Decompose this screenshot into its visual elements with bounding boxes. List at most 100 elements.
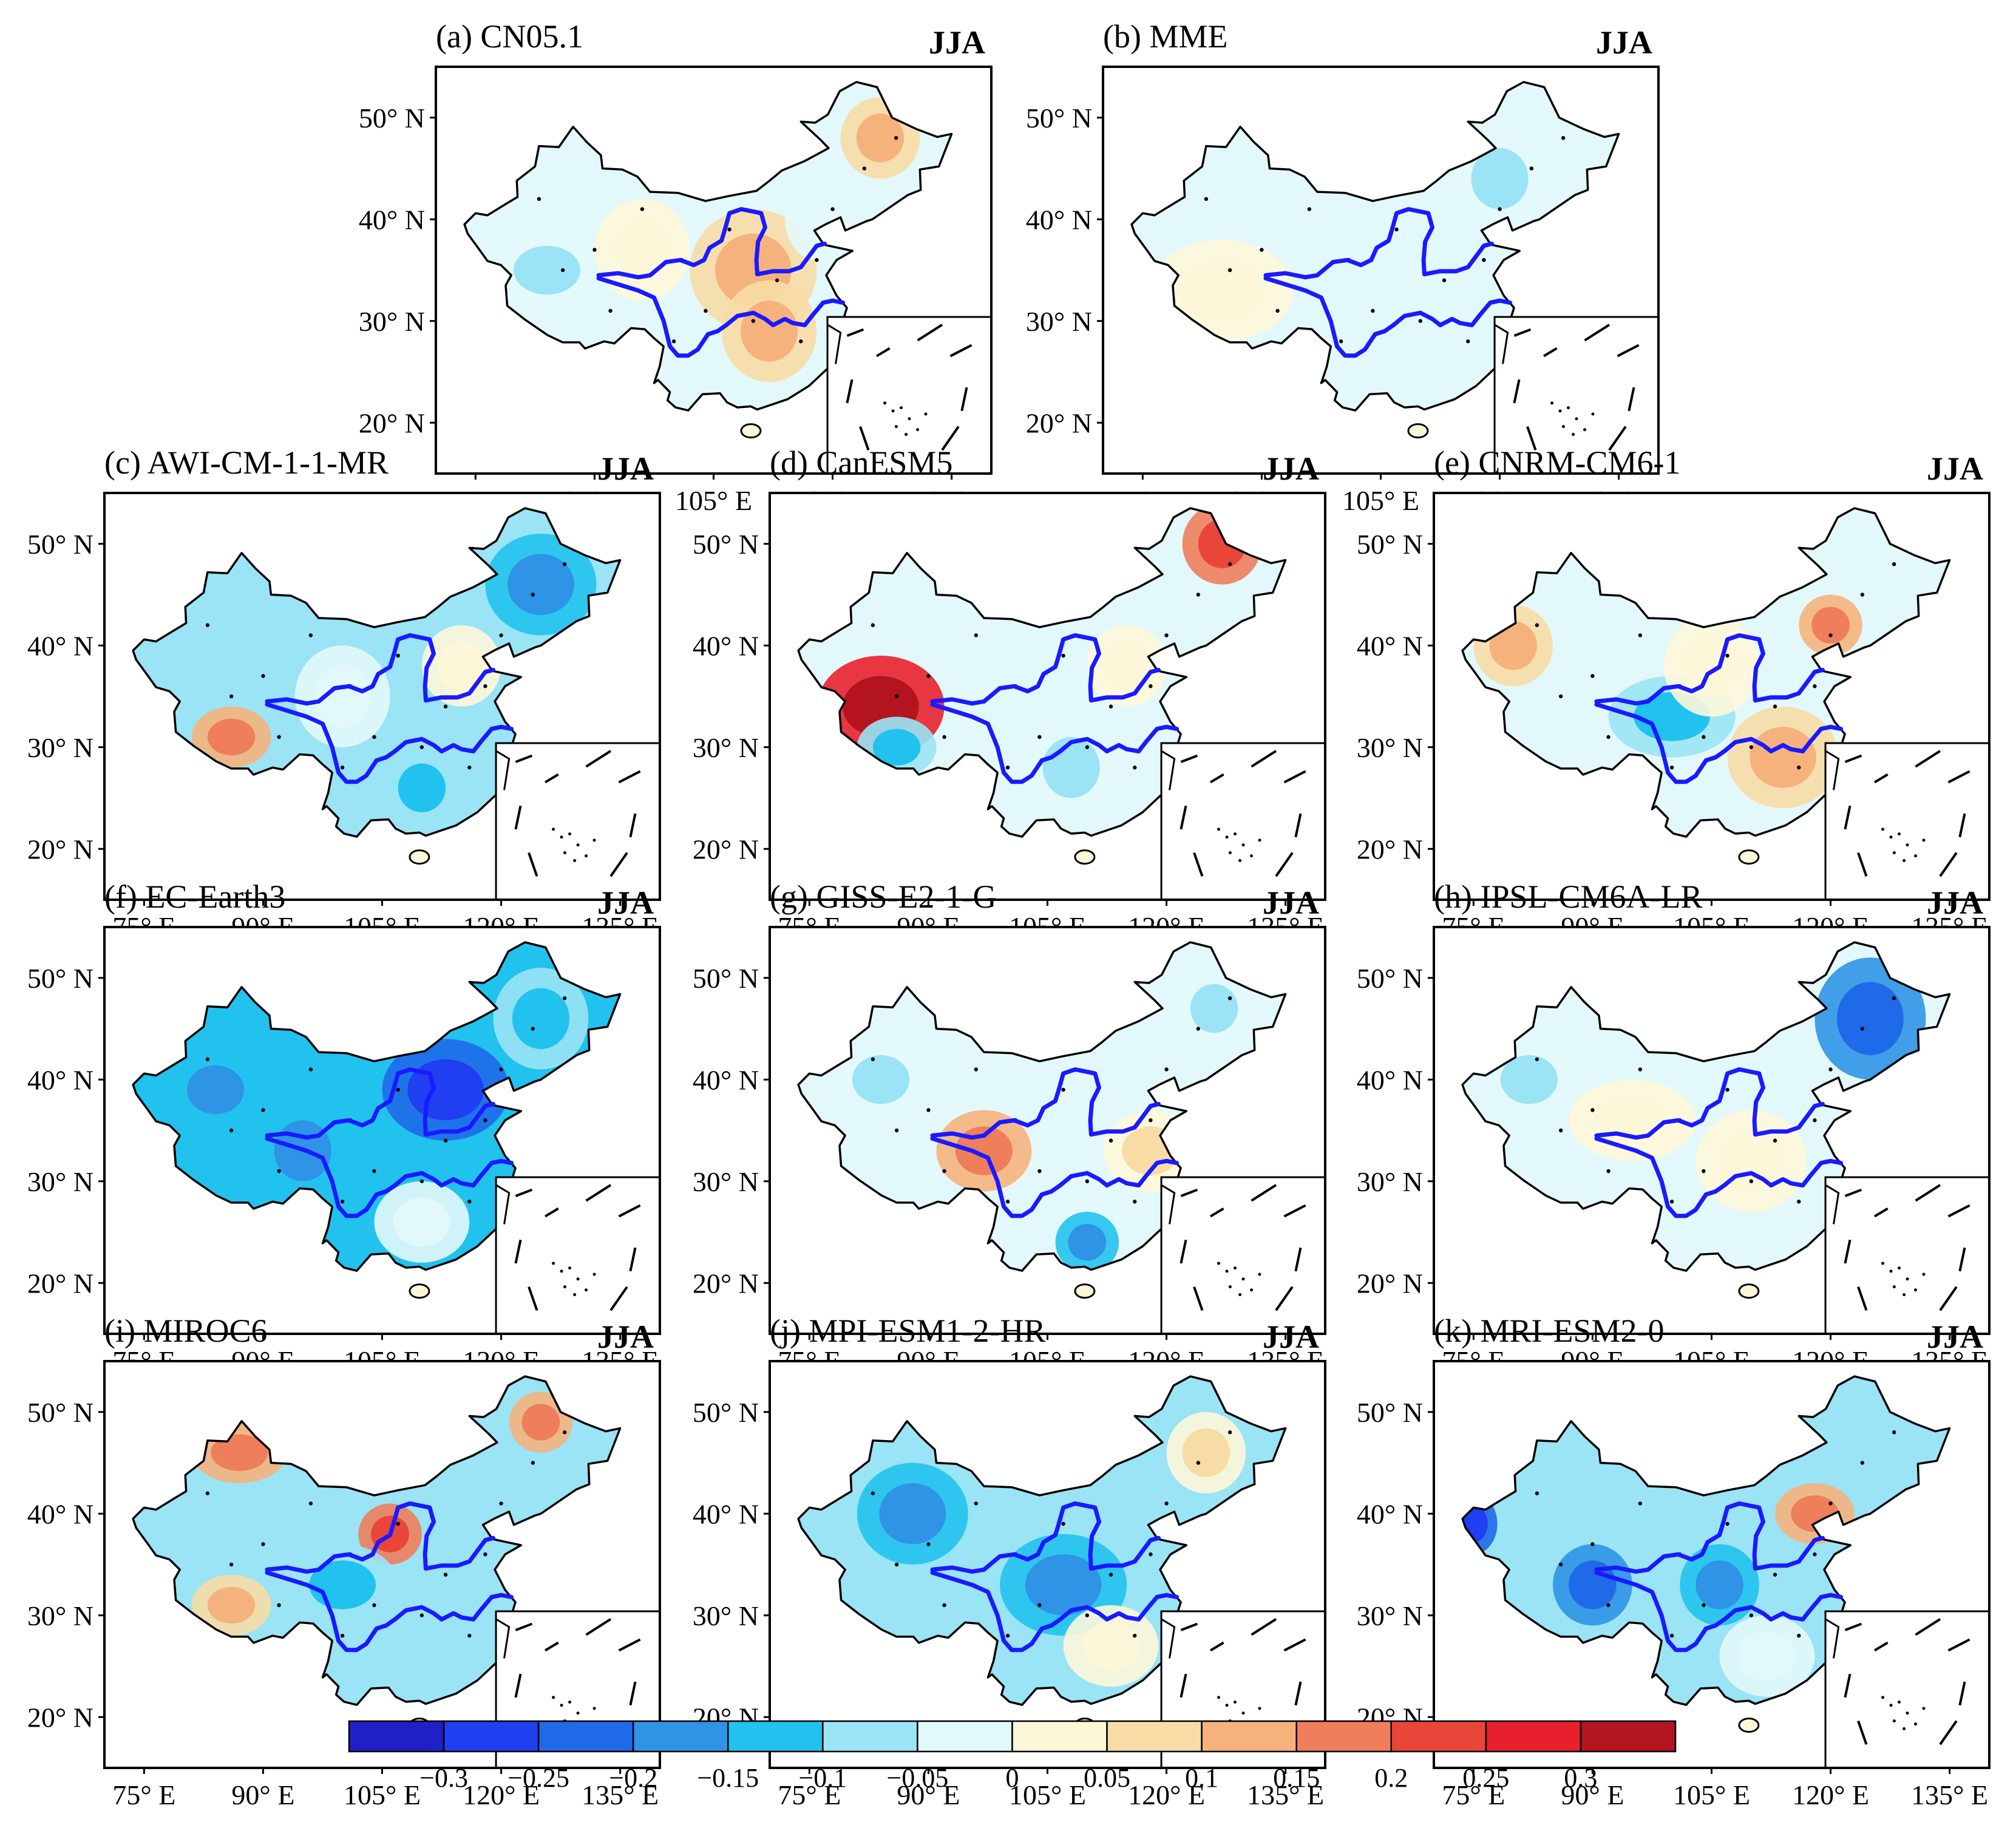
colorbar-label: 0.3 <box>1564 1763 1597 1793</box>
significance-dot <box>830 207 835 211</box>
lat-tick-label: 20° N <box>693 834 759 865</box>
significance-dot <box>1227 1430 1232 1435</box>
nine-dash-line <box>528 1286 538 1311</box>
nine-dash-line <box>618 770 641 784</box>
lat-tick-label: 50° N <box>1357 963 1423 994</box>
inset-island <box>1234 1266 1237 1270</box>
significance-dot <box>1749 1179 1754 1183</box>
inset-coastline <box>1161 1618 1176 1659</box>
significance-dot <box>261 674 265 678</box>
significance-dot <box>372 735 376 739</box>
significance-dot <box>1702 1603 1706 1608</box>
panel-season: JJA <box>597 885 654 921</box>
china-border <box>1461 1375 1951 1706</box>
significance-dot <box>1085 1613 1090 1617</box>
significance-dot <box>1108 1138 1113 1143</box>
significance-dot <box>974 633 979 637</box>
significance-dot <box>1529 166 1534 171</box>
significance-dot <box>1669 766 1674 770</box>
inset-island <box>552 827 555 831</box>
inset-island <box>592 838 596 842</box>
significance-dot <box>419 1613 424 1617</box>
significance-dot <box>1558 1128 1563 1133</box>
trend-contour-core <box>740 301 798 362</box>
inset-coastline <box>827 324 842 364</box>
significance-dot <box>205 623 210 627</box>
lon-tick-label: 120° E <box>1128 1779 1205 1810</box>
significance-dot <box>775 278 779 282</box>
nine-dash-line <box>618 1204 641 1218</box>
significance-dot <box>499 633 503 637</box>
inset-island <box>1225 1704 1229 1707</box>
nine-dash-line <box>876 347 891 358</box>
nine-dash-line <box>1915 1184 1941 1202</box>
inset-island <box>1881 1262 1885 1265</box>
inset-island <box>1575 417 1578 421</box>
inset-island <box>573 859 577 863</box>
lat-tick-label: 50° N <box>693 529 759 560</box>
trend-contour-core <box>1471 148 1529 209</box>
lon-tick-label: 120° E <box>1792 1779 1869 1810</box>
colorbar-label: 0.15 <box>1273 1763 1320 1793</box>
significance-dot <box>1196 1461 1201 1465</box>
significance-dot <box>871 1057 875 1061</box>
nine-dash-line <box>1251 750 1277 768</box>
significance-dot <box>1133 1200 1137 1204</box>
significance-dot <box>562 1430 567 1435</box>
significance-dot <box>862 166 867 171</box>
panel-title: (h) IPSL-CM6A-LR <box>1434 878 1703 915</box>
inset-island <box>573 1293 577 1297</box>
trend-contour-core <box>1025 1554 1102 1616</box>
panel-season: JJA <box>929 24 985 61</box>
significance-dot <box>483 1118 487 1123</box>
significance-dot <box>483 684 487 688</box>
inset-island <box>1892 1285 1896 1289</box>
lat-tick-label: 50° N <box>1026 103 1092 134</box>
nine-dash-line <box>1179 805 1187 830</box>
nine-dash-line <box>1513 379 1521 404</box>
significance-dot <box>1638 1501 1643 1506</box>
significance-dot <box>1702 735 1706 739</box>
colorbar-box <box>1485 1720 1582 1753</box>
inset-island <box>568 1701 572 1704</box>
lat-tick-label: 20° N <box>27 1268 93 1299</box>
inset-island <box>1889 1269 1893 1273</box>
significance-dot <box>1606 1603 1610 1608</box>
yangtze-river <box>265 702 514 784</box>
significance-dot <box>894 1128 899 1133</box>
nine-dash-line <box>1844 1188 1862 1197</box>
nine-dash-line <box>629 1247 637 1272</box>
lat-tick-label: 20° N <box>359 407 425 438</box>
significance-dot <box>467 1200 472 1204</box>
significance-dot <box>1466 339 1470 344</box>
significance-dot <box>974 1501 979 1506</box>
colorbar-label: 0 <box>1006 1763 1019 1793</box>
significance-dot <box>340 1634 345 1638</box>
significance-dot <box>419 1179 424 1183</box>
colorbar-label: −0.25 <box>507 1763 569 1793</box>
significance-dot <box>1725 1087 1729 1092</box>
significance-dot <box>229 694 234 699</box>
nine-dash-line <box>1210 1207 1224 1218</box>
yellow-river <box>265 1501 495 1574</box>
panel-title: (b) MME <box>1103 18 1227 55</box>
significance-dot <box>815 258 819 262</box>
inset-coastline <box>495 750 511 790</box>
yellow-river <box>1594 1067 1825 1140</box>
lon-tick-label: 75° E <box>1442 1779 1505 1810</box>
trend-contour-core <box>1489 621 1537 670</box>
nine-dash-line <box>1294 813 1302 838</box>
significance-dot <box>340 766 345 770</box>
trend-contour-core <box>1042 737 1100 798</box>
lat-tick-label: 40° N <box>1357 630 1423 661</box>
significance-dot <box>1275 308 1280 313</box>
significance-dot <box>499 1067 503 1072</box>
lat-tick-label: 20° N <box>693 1268 759 1299</box>
significance-dot <box>1005 1200 1010 1204</box>
lon-tick-label: 120° E <box>463 1779 540 1810</box>
panel-title: (f) EC-Earth3 <box>104 878 285 915</box>
map-panel-5: 50° N40° N30° N20° N75° E 90° E 105° E 120°… <box>1357 444 1991 942</box>
inset-island <box>1881 1696 1885 1699</box>
significance-dot <box>1797 1634 1801 1638</box>
